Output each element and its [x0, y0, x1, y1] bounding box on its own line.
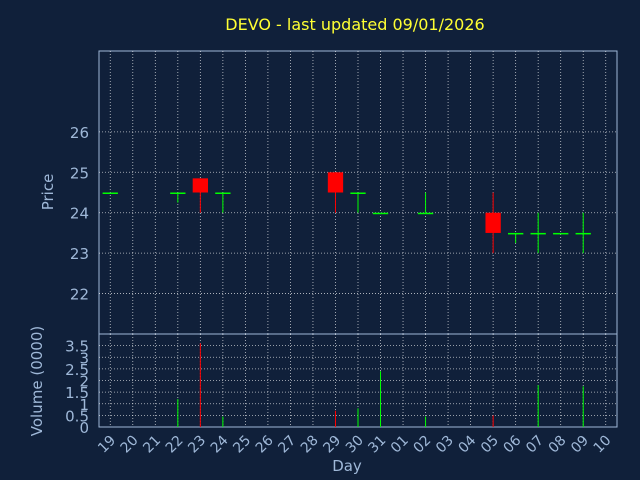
candle-body [350, 192, 366, 194]
volume-tick-label: 2 [79, 373, 89, 391]
price-tick-label: 22 [70, 286, 89, 304]
candle-body [575, 232, 591, 235]
volume-tick-label: 0.5 [65, 407, 89, 425]
candle-body [372, 212, 389, 215]
candle-body [507, 232, 524, 235]
volume-tick-label: 3.5 [65, 338, 89, 356]
chart-title: DEVO - last updated 09/01/2026 [225, 15, 484, 34]
x-axis-label: Day [332, 457, 362, 475]
volume-tick-label: 1.5 [65, 384, 89, 402]
candles [102, 172, 591, 254]
candle-body [327, 172, 344, 193]
price-tick-label: 23 [70, 245, 89, 263]
price-y-ticks: 22 23 24 25 26 [70, 124, 89, 304]
price-tick-label: 25 [70, 164, 89, 182]
price-axis-label: Price [39, 174, 57, 211]
candle-body [170, 192, 186, 194]
volume-bars [177, 343, 584, 427]
candle-body [485, 212, 501, 233]
price-tick-label: 26 [70, 124, 89, 142]
volume-panel: 00.511.522.533.5 Volume (0000) [28, 326, 618, 437]
candle-body [417, 212, 434, 215]
volume-tick-label: 0 [79, 419, 89, 437]
volume-tick-label: 1 [79, 396, 89, 414]
price-tick-label: 24 [70, 205, 89, 223]
volume-tick-label: 2.5 [65, 361, 89, 379]
price-panel: 22 23 24 25 26 Price [39, 50, 618, 335]
candle-body [530, 232, 546, 235]
candle-body [102, 192, 118, 194]
candle-body [215, 192, 231, 194]
volume-tick-label: 3 [79, 349, 89, 367]
candle-body [553, 232, 569, 235]
volume-y-ticks: 00.511.522.533.5 [65, 338, 89, 437]
candle-body [192, 178, 209, 193]
volume-axis-label: Volume (0000) [28, 326, 46, 436]
x-axis-ticks: 1920212223242526272829303101020304050607… [95, 432, 614, 456]
